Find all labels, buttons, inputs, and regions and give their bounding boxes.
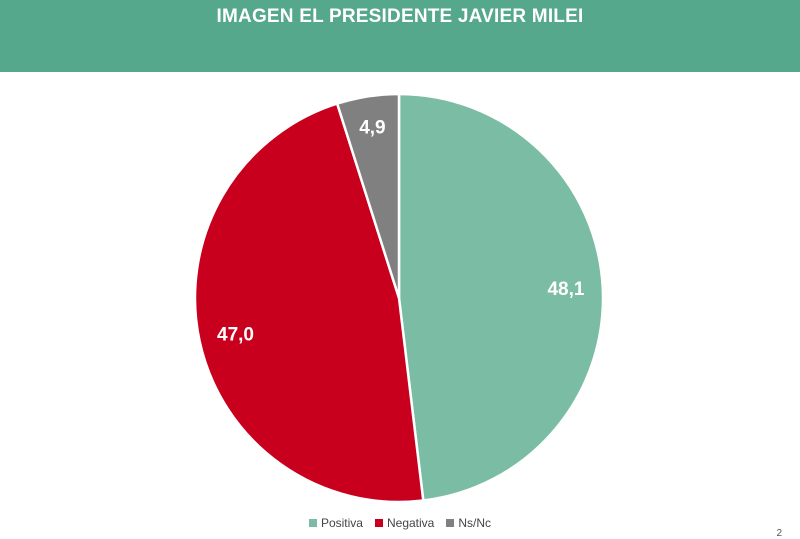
legend-label: Ns/Nc bbox=[458, 516, 492, 530]
legend-swatch bbox=[308, 519, 317, 527]
legend-item-negativa: Negativa bbox=[374, 516, 435, 530]
chart-legend: Positiva Negativa Ns/Nc bbox=[0, 516, 800, 530]
legend-label: Negativa bbox=[386, 516, 435, 530]
data-label-positiva: 48,1 bbox=[547, 279, 584, 300]
legend-swatch bbox=[374, 519, 383, 527]
header-bar bbox=[0, 0, 800, 72]
data-label-nsnc: 4,9 bbox=[359, 118, 385, 139]
page-mark: 2 bbox=[776, 528, 782, 539]
data-label-negativa: 47,0 bbox=[217, 324, 254, 345]
legend-label: Positiva bbox=[320, 516, 363, 530]
pie-slice-negativa bbox=[193, 102, 425, 504]
chart-title: IMAGEN EL PRESIDENTE JAVIER MILEI bbox=[216, 6, 584, 27]
legend-swatch bbox=[446, 519, 455, 527]
pie-slice-positiva bbox=[397, 92, 605, 502]
legend-item-positiva: Positiva bbox=[308, 516, 363, 530]
pie-slice-nsnc bbox=[335, 92, 401, 299]
legend-item-nsnc: Ns/Nc bbox=[446, 516, 491, 530]
